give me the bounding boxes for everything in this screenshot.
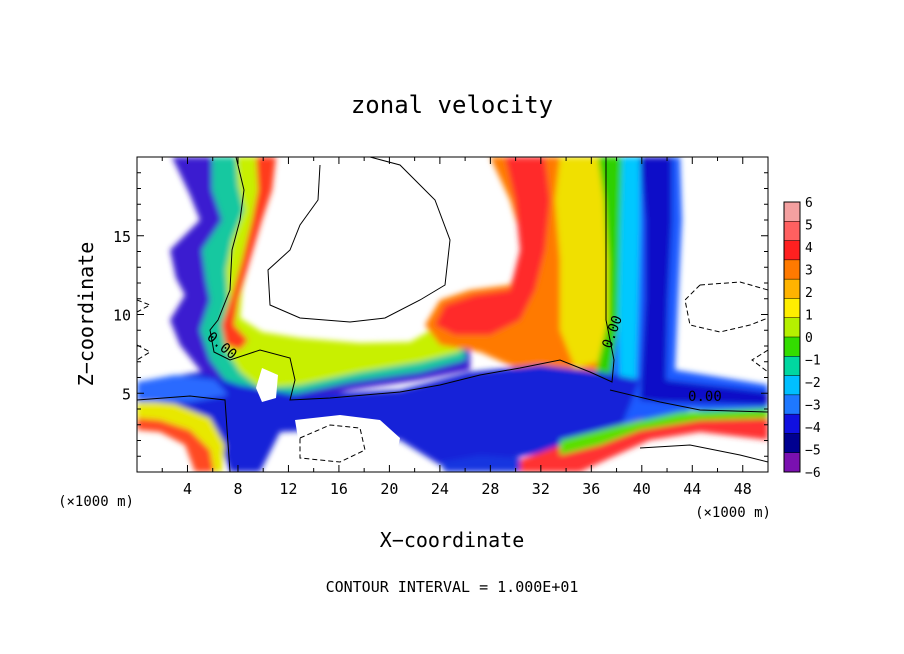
- colorbar-label: 3: [805, 264, 813, 279]
- contour-upper: [267, 157, 451, 323]
- velocity-field: [137, 157, 768, 472]
- colorbar-label: 0: [805, 331, 813, 346]
- dashed-contour-left: [137, 299, 152, 361]
- field-far-left-blue: [137, 375, 228, 402]
- field-center-jet-yellow: [555, 157, 612, 368]
- negative-contours: [137, 281, 768, 463]
- y-tick-label: 10: [113, 307, 131, 325]
- colorbar-label: −1: [805, 354, 821, 369]
- x-tick-label: 8: [233, 480, 242, 498]
- colorbar-label: −2: [805, 376, 821, 391]
- colorbar-swatch: [784, 317, 800, 338]
- y-tick-label: 5: [122, 385, 131, 403]
- colorbar-swatch: [784, 259, 800, 280]
- field-left-jet-warm: [222, 157, 460, 388]
- colorbar-label: 1: [805, 309, 813, 324]
- colorbar-swatch: [784, 240, 800, 261]
- contour-right: [609, 389, 768, 413]
- colorbar-swatch: [784, 337, 800, 357]
- colorbar-label: 2: [805, 286, 813, 301]
- field-white-pocket-1: [256, 368, 278, 402]
- x-axis: 4 8 12 16 20 24 28 32 36 40 44 48: [161, 157, 752, 498]
- dashed-contour-right-mid: [751, 349, 768, 373]
- x-tick-label: 24: [431, 480, 449, 498]
- field-lower-right-green: [560, 408, 768, 455]
- colorbar-swatch: [784, 202, 800, 222]
- dashed-contour-lower: [299, 424, 366, 463]
- x-unit-left: (×1000 m): [58, 494, 134, 510]
- y-axis-label: Z−coordinate: [74, 242, 98, 387]
- contour-left: [209, 157, 615, 401]
- colorbar-swatch: [784, 414, 800, 434]
- colorbar-label: −5: [805, 444, 821, 459]
- contour-interval-footer: CONTOUR INTERVAL = 1.000E+01: [326, 578, 579, 596]
- colorbar-label: −3: [805, 399, 821, 414]
- field-right-jet-cyan: [618, 157, 640, 400]
- x-tick-label: 48: [734, 480, 752, 498]
- zero-contours: [137, 157, 768, 472]
- field-white-pocket-2: [295, 415, 400, 468]
- field-left-jet-core: [222, 157, 276, 350]
- colorbar-swatch: [784, 279, 800, 299]
- y-axis: 5 10 15: [113, 172, 768, 457]
- field-lower-right-red: [520, 415, 768, 472]
- x-tick-label: 44: [683, 480, 701, 498]
- x-tick-label: 32: [532, 480, 550, 498]
- colorbar-label: 6: [805, 196, 813, 211]
- colorbar-swatch: [784, 375, 800, 396]
- field-center-jet-core: [435, 157, 550, 335]
- field-bottom-blue: [440, 455, 520, 472]
- colorbar-label: −4: [805, 421, 821, 436]
- contour-label: 0.00: [688, 389, 722, 405]
- x-tick-label: 36: [582, 480, 600, 498]
- colorbar-label: 4: [805, 241, 813, 256]
- colorbar-swatch: [784, 356, 800, 377]
- x-axis-label: X−coordinate: [380, 528, 525, 552]
- dashed-contour-right-top: [684, 281, 768, 333]
- chart-title: zonal velocity: [351, 91, 553, 119]
- x-tick-label: 12: [279, 480, 297, 498]
- plot-area: [136, 156, 769, 473]
- contour-lower-right: [639, 444, 768, 463]
- colorbar-label: −6: [805, 466, 821, 481]
- field-lower-left-yellow: [137, 400, 225, 472]
- colorbar-swatch: [784, 298, 800, 319]
- colorbar-swatch: [784, 452, 800, 473]
- colorbar: 6 5 4 3 2 1 0 −1 −2 −3 −4 −5 −6: [783, 196, 821, 481]
- colorbar-swatch: [784, 221, 800, 242]
- x-unit-right: (×1000 m): [695, 505, 771, 521]
- x-tick-label: 20: [380, 480, 398, 498]
- colorbar-swatch: [784, 394, 800, 415]
- x-tick-label: 16: [330, 480, 348, 498]
- y-tick-label: 15: [113, 228, 131, 246]
- field-right-jet-deep: [640, 157, 768, 405]
- x-tick-label: 28: [481, 480, 499, 498]
- x-tick-label: 40: [633, 480, 651, 498]
- colorbar-swatch: [784, 433, 800, 454]
- colorbar-label: 5: [805, 219, 813, 234]
- x-tick-label: 4: [183, 480, 192, 498]
- contour-lower-left: [137, 395, 231, 472]
